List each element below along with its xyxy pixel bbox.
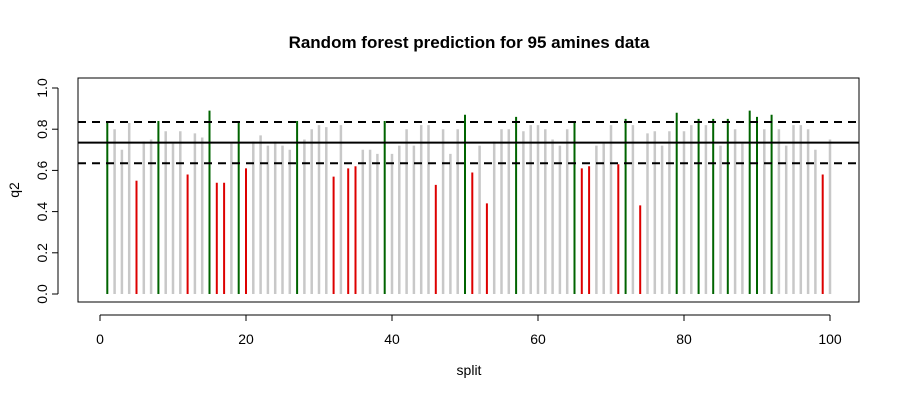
x-axis-label: split [457,362,482,378]
y-tick-label-3: 0.6 [34,160,50,180]
x-tick-label-0: 0 [96,331,104,347]
x-tick-label-80: 80 [676,331,692,347]
reference-lines [78,120,859,165]
y-tick-label-2: 0.4 [34,202,50,222]
bar-series [106,110,832,294]
y-tick-label-5: 1.0 [34,78,50,98]
x-tick-label-100: 100 [818,331,842,347]
x-tick-label-40: 40 [384,331,400,347]
x-tick-label-60: 60 [530,331,546,347]
y-axis-label: q2 [6,182,22,198]
chart-title: Random forest prediction for 95 amines d… [289,33,650,52]
x-axis: 0 20 40 60 80 100 [96,314,842,347]
y-tick-label-1: 0.2 [34,243,50,263]
x-tick-label-20: 20 [238,331,254,347]
plot-frame [77,77,860,303]
y-tick-label-0: 0.0 [34,284,50,304]
y-tick-label-4: 0.8 [34,119,50,139]
y-axis: 0.0 0.2 0.4 0.6 0.8 1.0 [34,78,59,304]
